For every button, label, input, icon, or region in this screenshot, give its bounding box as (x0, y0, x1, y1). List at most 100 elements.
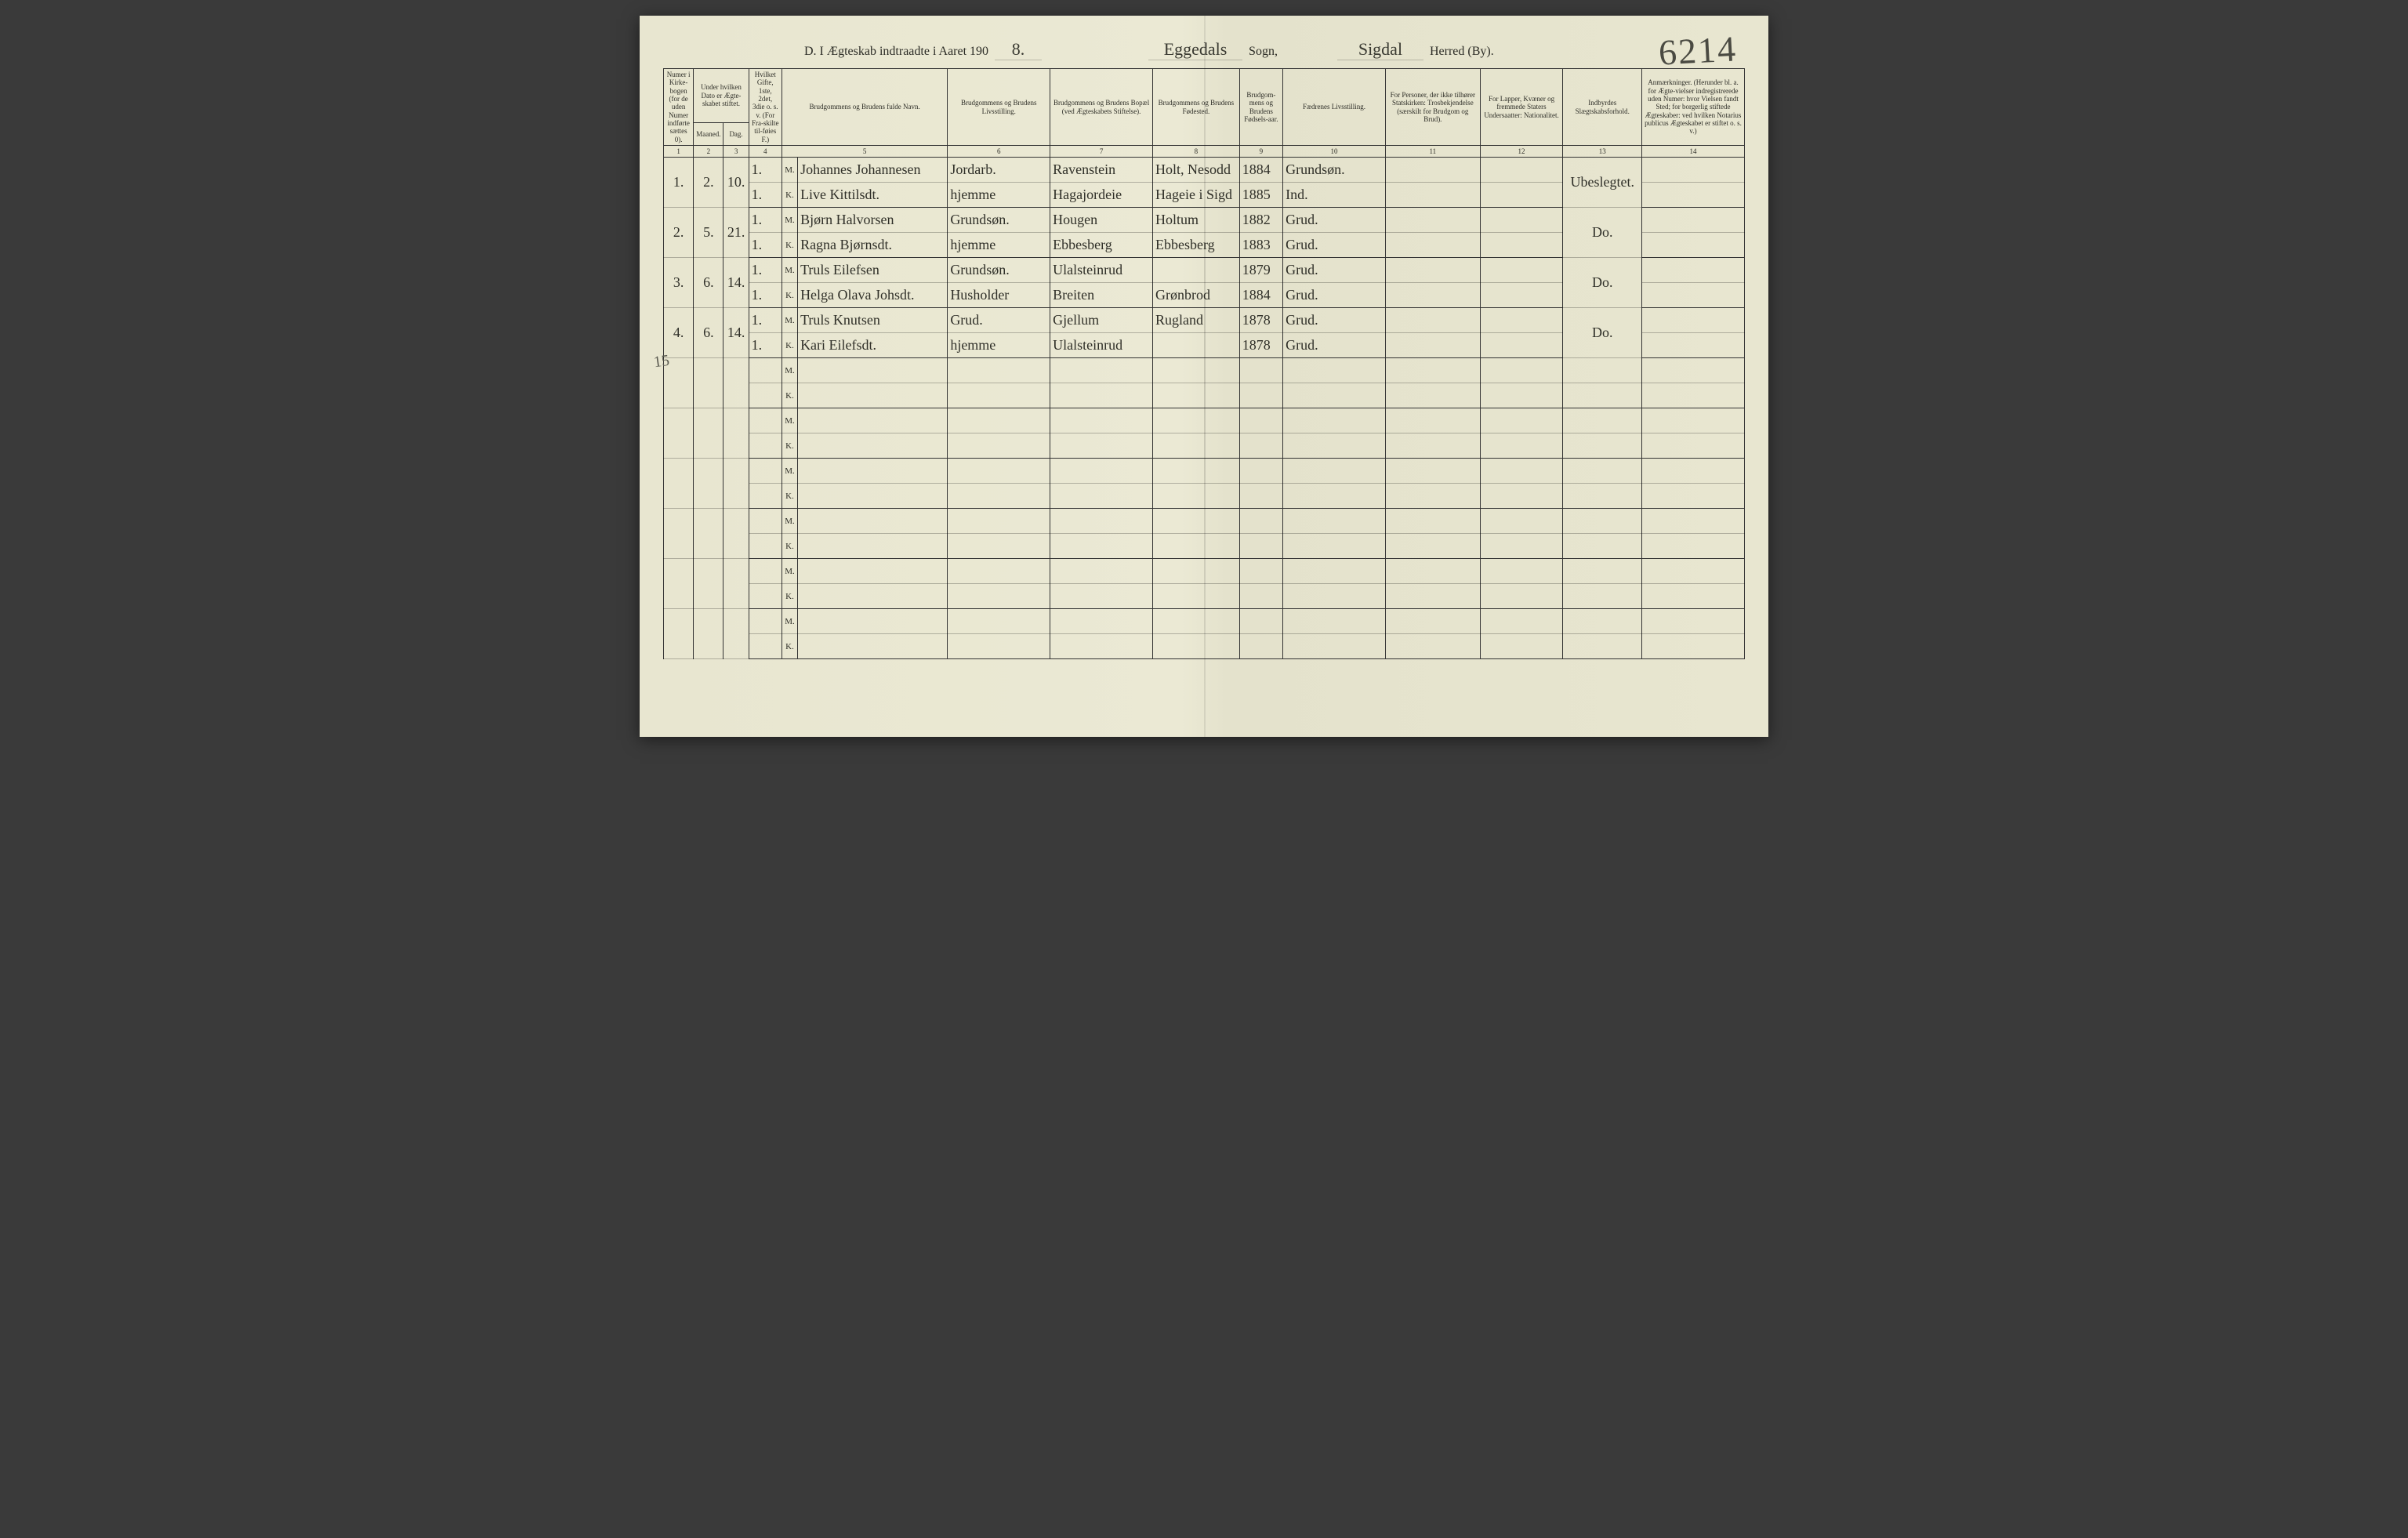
cell (1642, 584, 1745, 609)
cell (1153, 634, 1240, 659)
cell (723, 358, 749, 408)
cell: 6. (694, 308, 723, 358)
cell (798, 408, 948, 433)
cell: 10. (723, 158, 749, 208)
cell (1642, 534, 1745, 559)
cell: 21. (723, 208, 749, 258)
colnum: 1 (664, 146, 694, 158)
cell: K. (782, 333, 797, 358)
h-col5: Brudgommens og Brudens Livsstilling. (948, 69, 1050, 146)
cell (1153, 459, 1240, 484)
cell (1385, 308, 1480, 333)
cell (1480, 183, 1563, 208)
cell (1563, 484, 1642, 509)
cell (948, 408, 1050, 433)
cell (1563, 459, 1642, 484)
herred-label: Herred (By). (1430, 45, 1494, 59)
cell: Grud. (1283, 258, 1386, 283)
cell (1385, 559, 1480, 584)
cell (723, 559, 749, 609)
cell (1050, 609, 1153, 634)
cell (1480, 634, 1563, 659)
cell (1239, 509, 1282, 534)
cell: Helga Olava Johsdt. (798, 283, 948, 308)
cell (798, 433, 948, 459)
cell (1642, 484, 1745, 509)
cell (1153, 408, 1240, 433)
cell: hjemme (948, 183, 1050, 208)
cell (749, 383, 782, 408)
colnum: 11 (1385, 146, 1480, 158)
empty-row: K. (664, 433, 1745, 459)
cell: 1. (749, 258, 782, 283)
cell: 1. (749, 308, 782, 333)
cell (1642, 408, 1745, 433)
sogn-value: Eggedals (1148, 39, 1242, 60)
empty-row: K. (664, 634, 1745, 659)
cell: M. (782, 208, 797, 233)
cell: Kari Eilefsdt. (798, 333, 948, 358)
cell (1239, 559, 1282, 584)
cell: 1885 (1239, 183, 1282, 208)
cell (1563, 358, 1642, 383)
cell: Grud. (948, 308, 1050, 333)
cell (1563, 509, 1642, 534)
cell (1239, 433, 1282, 459)
cell: Do. (1563, 208, 1642, 258)
h-col11: For Lapper, Kvæner og fremmede Staters U… (1480, 69, 1563, 146)
cell (1239, 408, 1282, 433)
cell (1283, 358, 1386, 383)
cell (1480, 484, 1563, 509)
cell (1283, 609, 1386, 634)
cell (1239, 484, 1282, 509)
cell (1385, 233, 1480, 258)
cell (1642, 383, 1745, 408)
cell (1239, 358, 1282, 383)
cell (1385, 333, 1480, 358)
cell: 2. (664, 208, 694, 258)
colnum: 7 (1050, 146, 1153, 158)
cell (1385, 258, 1480, 283)
h-col2b: Dag. (723, 122, 749, 145)
cell: Ubeslegtet. (1563, 158, 1642, 208)
cell (1239, 459, 1282, 484)
cell (1642, 158, 1745, 183)
cell (694, 609, 723, 659)
cell: M. (782, 408, 797, 433)
cell (1385, 634, 1480, 659)
cell (749, 634, 782, 659)
empty-row: M. (664, 459, 1745, 484)
cell (1480, 559, 1563, 584)
cell (1642, 509, 1745, 534)
title-row: D. I Ægteskab indtraadte i Aaret 190 8. … (804, 39, 1745, 60)
cell (798, 634, 948, 659)
cell: M. (782, 358, 797, 383)
cell (1283, 433, 1386, 459)
cell: 14. (723, 258, 749, 308)
cell (1153, 358, 1240, 383)
cell (1480, 158, 1563, 183)
cell (1642, 609, 1745, 634)
colnum: 10 (1283, 146, 1386, 158)
cell (664, 408, 694, 459)
cell: M. (782, 459, 797, 484)
title-prefix: D. I Ægteskab indtraadte i Aaret 190 (804, 45, 988, 59)
cell (1385, 509, 1480, 534)
cell (749, 609, 782, 634)
cell (1283, 584, 1386, 609)
cell (1385, 433, 1480, 459)
cell (1563, 433, 1642, 459)
cell: K. (782, 233, 797, 258)
cell: Rugland (1153, 308, 1240, 333)
cell: Live Kittilsdt. (798, 183, 948, 208)
cell (694, 358, 723, 408)
cell (948, 534, 1050, 559)
empty-row: M. (664, 358, 1745, 383)
cell: K. (782, 634, 797, 659)
register-table: Numer i Kirke-bogen (for de uden Numer i… (663, 68, 1745, 659)
cell: Truls Knutsen (798, 308, 948, 333)
cell (1153, 584, 1240, 609)
cell (1385, 358, 1480, 383)
empty-row: M. (664, 509, 1745, 534)
cell: K. (782, 183, 797, 208)
